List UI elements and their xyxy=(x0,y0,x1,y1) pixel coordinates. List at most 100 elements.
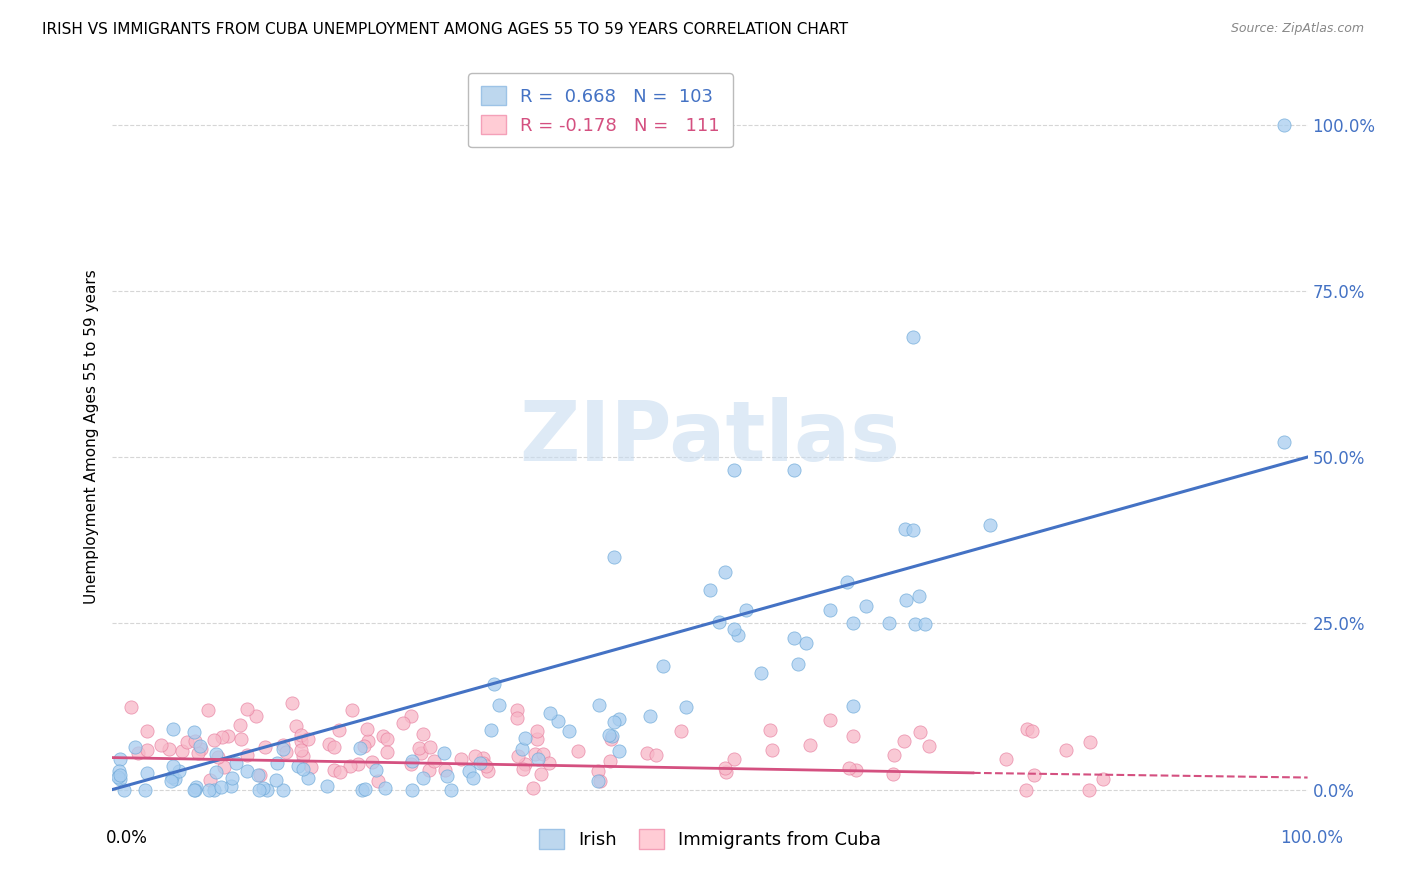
Point xyxy=(188,739,211,753)
Point xyxy=(904,616,927,631)
Point xyxy=(271,738,294,752)
Point xyxy=(794,636,817,650)
Point xyxy=(254,739,277,754)
Point xyxy=(207,750,229,764)
Point xyxy=(894,593,917,607)
Point xyxy=(506,703,529,717)
Point xyxy=(205,765,228,780)
Point xyxy=(1022,768,1045,782)
Point xyxy=(297,771,319,785)
Point xyxy=(252,781,274,796)
Point xyxy=(197,703,219,717)
Point xyxy=(266,773,288,788)
Point xyxy=(727,628,749,642)
Point xyxy=(190,741,212,756)
Point xyxy=(401,782,423,797)
Point xyxy=(184,782,207,797)
Point xyxy=(609,713,631,727)
Point xyxy=(124,739,146,754)
Point xyxy=(163,772,186,786)
Point xyxy=(107,770,129,784)
Point xyxy=(299,760,322,774)
Point xyxy=(249,768,271,782)
Point xyxy=(329,765,352,780)
Point xyxy=(842,616,865,631)
Point xyxy=(160,770,183,784)
Point xyxy=(183,725,205,739)
Point xyxy=(914,617,936,632)
Point xyxy=(882,767,904,781)
Point xyxy=(567,744,589,758)
Point xyxy=(512,762,534,776)
Point xyxy=(401,754,423,768)
Point xyxy=(1091,772,1114,786)
Point xyxy=(893,734,915,748)
Point xyxy=(759,723,782,737)
Point xyxy=(526,723,548,738)
Point xyxy=(374,780,396,795)
Point xyxy=(723,622,745,636)
Point xyxy=(157,741,180,756)
Point xyxy=(651,658,673,673)
Point xyxy=(458,764,481,778)
Text: IRISH VS IMMIGRANTS FROM CUBA UNEMPLOYMENT AMONG AGES 55 TO 59 YEARS CORRELATION: IRISH VS IMMIGRANTS FROM CUBA UNEMPLOYME… xyxy=(42,22,848,37)
Point xyxy=(110,768,132,782)
Point xyxy=(1015,782,1038,797)
Point xyxy=(818,713,841,727)
Point xyxy=(1017,722,1039,736)
Point xyxy=(1078,734,1101,748)
Point xyxy=(735,603,758,617)
Point xyxy=(401,709,423,723)
Point xyxy=(835,574,858,589)
Point xyxy=(908,590,931,604)
Text: ZIPatlas: ZIPatlas xyxy=(520,397,900,477)
Point xyxy=(357,733,380,747)
Point xyxy=(883,748,905,763)
Point xyxy=(599,755,621,769)
Point xyxy=(522,781,544,796)
Point xyxy=(371,729,394,743)
Point xyxy=(367,773,389,788)
Point xyxy=(412,726,434,740)
Point xyxy=(176,735,198,749)
Point xyxy=(340,703,363,717)
Point xyxy=(202,733,225,747)
Point xyxy=(855,599,877,613)
Point xyxy=(786,657,808,672)
Point xyxy=(229,718,252,732)
Point xyxy=(979,517,1001,532)
Point xyxy=(588,764,610,779)
Point xyxy=(903,523,925,537)
Point xyxy=(136,743,159,757)
Point xyxy=(221,771,243,785)
Point xyxy=(450,752,472,766)
Point xyxy=(538,706,561,720)
Point xyxy=(838,761,860,775)
Point xyxy=(273,782,295,797)
Point xyxy=(408,741,430,756)
Text: 100.0%: 100.0% xyxy=(1279,829,1343,847)
Point xyxy=(204,782,226,797)
Point xyxy=(246,768,269,782)
Point xyxy=(418,763,440,777)
Point xyxy=(464,749,486,764)
Point xyxy=(229,731,252,746)
Point xyxy=(636,746,658,760)
Point xyxy=(285,719,308,733)
Point xyxy=(713,566,735,580)
Point xyxy=(318,737,340,751)
Point xyxy=(287,758,309,772)
Point xyxy=(488,698,510,712)
Point xyxy=(879,616,901,631)
Point xyxy=(524,747,547,761)
Point xyxy=(723,463,745,477)
Point xyxy=(291,749,314,764)
Point xyxy=(297,732,319,747)
Point xyxy=(249,782,271,797)
Point xyxy=(707,615,730,629)
Point xyxy=(212,760,235,774)
Point xyxy=(392,716,415,731)
Point xyxy=(699,582,721,597)
Point xyxy=(290,743,312,757)
Point xyxy=(600,729,623,743)
